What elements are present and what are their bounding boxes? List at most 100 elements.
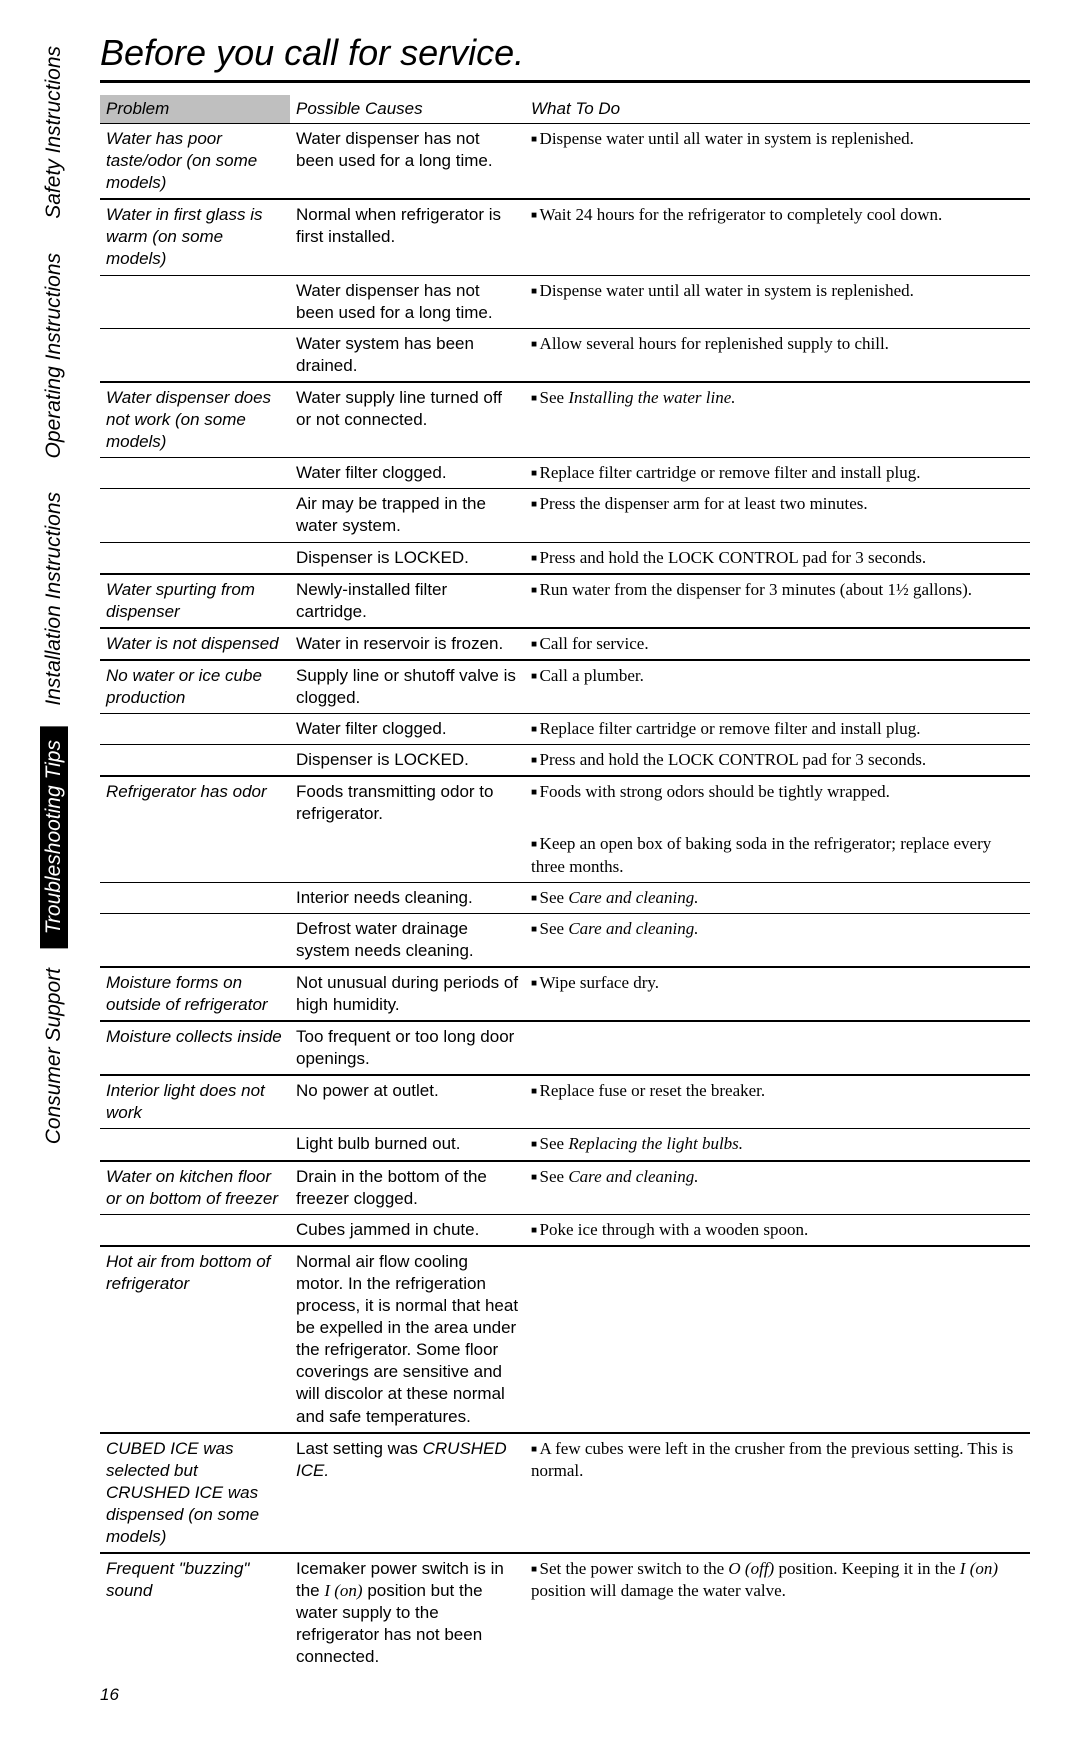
cell-action: Keep an open box of baking soda in the r… [525,829,1030,882]
table-header-row: Problem Possible Causes What To Do [100,95,1030,124]
table-row: Water filter clogged.Replace filter cart… [100,458,1030,489]
cell-problem [100,745,290,777]
header-whattodo: What To Do [525,95,1030,124]
cell-cause: Too frequent or too long door openings. [290,1021,525,1075]
header-problem: Problem [100,95,290,124]
cell-cause: Water supply line turned off or not conn… [290,382,525,458]
cell-problem: Moisture collects inside [100,1021,290,1075]
cell-cause: Defrost water drainage system needs clea… [290,913,525,967]
table-row: Water filter clogged.Replace filter cart… [100,714,1030,745]
cell-cause: Icemaker power switch is in the I (on) p… [290,1553,525,1672]
cell-cause: Normal air flow cooling motor. In the re… [290,1246,525,1433]
cell-cause: Water dispenser has not been used for a … [290,275,525,328]
cell-action [525,1246,1030,1433]
cell-cause: No power at outlet. [290,1075,525,1129]
table-row: Water dispenser does not work (on some m… [100,382,1030,458]
cell-action: Allow several hours for replenished supp… [525,328,1030,382]
cell-cause: Water dispenser has not been used for a … [290,124,525,200]
cell-action: See Care and cleaning. [525,913,1030,967]
cell-action: Set the power switch to the O (off) posi… [525,1553,1030,1672]
cell-action: Press the dispenser arm for at least two… [525,489,1030,542]
table-row: Water on kitchen floor or on bottom of f… [100,1161,1030,1215]
cell-problem: Refrigerator has odor [100,776,290,829]
table-row: Hot air from bottom of refrigeratorNorma… [100,1246,1030,1433]
cell-action: Wipe surface dry. [525,967,1030,1021]
table-row: Cubes jammed in chute.Poke ice through w… [100,1214,1030,1246]
cell-cause: Normal when refrigerator is first instal… [290,199,525,275]
cell-cause: Light bulb burned out. [290,1129,525,1161]
cell-problem [100,328,290,382]
table-row: Frequent "buzzing" soundIcemaker power s… [100,1553,1030,1672]
cell-action: Press and hold the LOCK CONTROL pad for … [525,745,1030,777]
cell-action: Poke ice through with a wooden spoon. [525,1214,1030,1246]
cell-problem [100,1129,290,1161]
side-tab[interactable]: Troubleshooting Tips [40,726,68,948]
table-row: Dispenser is LOCKED.Press and hold the L… [100,542,1030,574]
page-title: Before you call for service. [100,32,1030,83]
cell-cause: Dispenser is LOCKED. [290,745,525,777]
cell-problem: Water dispenser does not work (on some m… [100,382,290,458]
table-row: Interior light does not workNo power at … [100,1075,1030,1129]
table-row: Air may be trapped in the water system.P… [100,489,1030,542]
table-row: Water dispenser has not been used for a … [100,275,1030,328]
cell-cause: Water filter clogged. [290,458,525,489]
cell-cause: Interior needs cleaning. [290,882,525,913]
cell-problem [100,829,290,882]
table-row: Dispenser is LOCKED.Press and hold the L… [100,745,1030,777]
cell-action: See Care and cleaning. [525,1161,1030,1215]
cell-action: See Installing the water line. [525,382,1030,458]
cell-cause: Water in reservoir is frozen. [290,628,525,660]
cell-cause: Foods transmitting odor to refrigerator. [290,776,525,829]
cell-action: See Replacing the light bulbs. [525,1129,1030,1161]
cell-cause: Drain in the bottom of the freezer clogg… [290,1161,525,1215]
cell-problem: Interior light does not work [100,1075,290,1129]
cell-action: Dispense water until all water in system… [525,275,1030,328]
cell-action: A few cubes were left in the crusher fro… [525,1433,1030,1553]
side-tab[interactable]: Consumer Support [40,954,68,1158]
cell-cause: Not unusual during periods of high humid… [290,967,525,1021]
cell-cause: Water filter clogged. [290,714,525,745]
cell-problem: Water has poor taste/odor (on some model… [100,124,290,200]
cell-problem [100,489,290,542]
cell-problem: Water in first glass is warm (on some mo… [100,199,290,275]
side-tab[interactable]: Operating Instructions [40,239,68,472]
cell-action: Call a plumber. [525,660,1030,714]
cell-cause: Air may be trapped in the water system. [290,489,525,542]
page-number: 16 [100,1685,1030,1705]
cell-action: Wait 24 hours for the refrigerator to co… [525,199,1030,275]
table-row: No water or ice cube productionSupply li… [100,660,1030,714]
cell-cause: Cubes jammed in chute. [290,1214,525,1246]
table-row: Interior needs cleaning.See Care and cle… [100,882,1030,913]
cell-problem [100,542,290,574]
header-causes: Possible Causes [290,95,525,124]
cell-problem: No water or ice cube production [100,660,290,714]
troubleshooting-table: Problem Possible Causes What To Do Water… [100,95,1030,1673]
cell-action: See Care and cleaning. [525,882,1030,913]
cell-action: Run water from the dispenser for 3 minut… [525,574,1030,628]
table-row: Light bulb burned out.See Replacing the … [100,1129,1030,1161]
table-row: Keep an open box of baking soda in the r… [100,829,1030,882]
cell-action: Dispense water until all water in system… [525,124,1030,200]
cell-problem [100,1214,290,1246]
table-row: Defrost water drainage system needs clea… [100,913,1030,967]
cell-action: Call for service. [525,628,1030,660]
table-row: Moisture collects insideToo frequent or … [100,1021,1030,1075]
table-row: Water in first glass is warm (on some mo… [100,199,1030,275]
table-row: Moisture forms on outside of refrigerato… [100,967,1030,1021]
cell-cause: Dispenser is LOCKED. [290,542,525,574]
cell-problem [100,882,290,913]
cell-cause: Last setting was CRUSHED ICE. [290,1433,525,1553]
cell-action [525,1021,1030,1075]
cell-action: Foods with strong odors should be tightl… [525,776,1030,829]
side-tab[interactable]: Installation Instructions [40,478,68,720]
cell-problem: Water spurting from dispenser [100,574,290,628]
cell-cause: Water system has been drained. [290,328,525,382]
cell-problem [100,913,290,967]
table-row: Water has poor taste/odor (on some model… [100,124,1030,200]
side-tab[interactable]: Safety Instructions [40,32,68,233]
cell-problem: Moisture forms on outside of refrigerato… [100,967,290,1021]
cell-problem [100,714,290,745]
table-row: Refrigerator has odorFoods transmitting … [100,776,1030,829]
cell-problem: Hot air from bottom of refrigerator [100,1246,290,1433]
cell-action: Replace filter cartridge or remove filte… [525,458,1030,489]
